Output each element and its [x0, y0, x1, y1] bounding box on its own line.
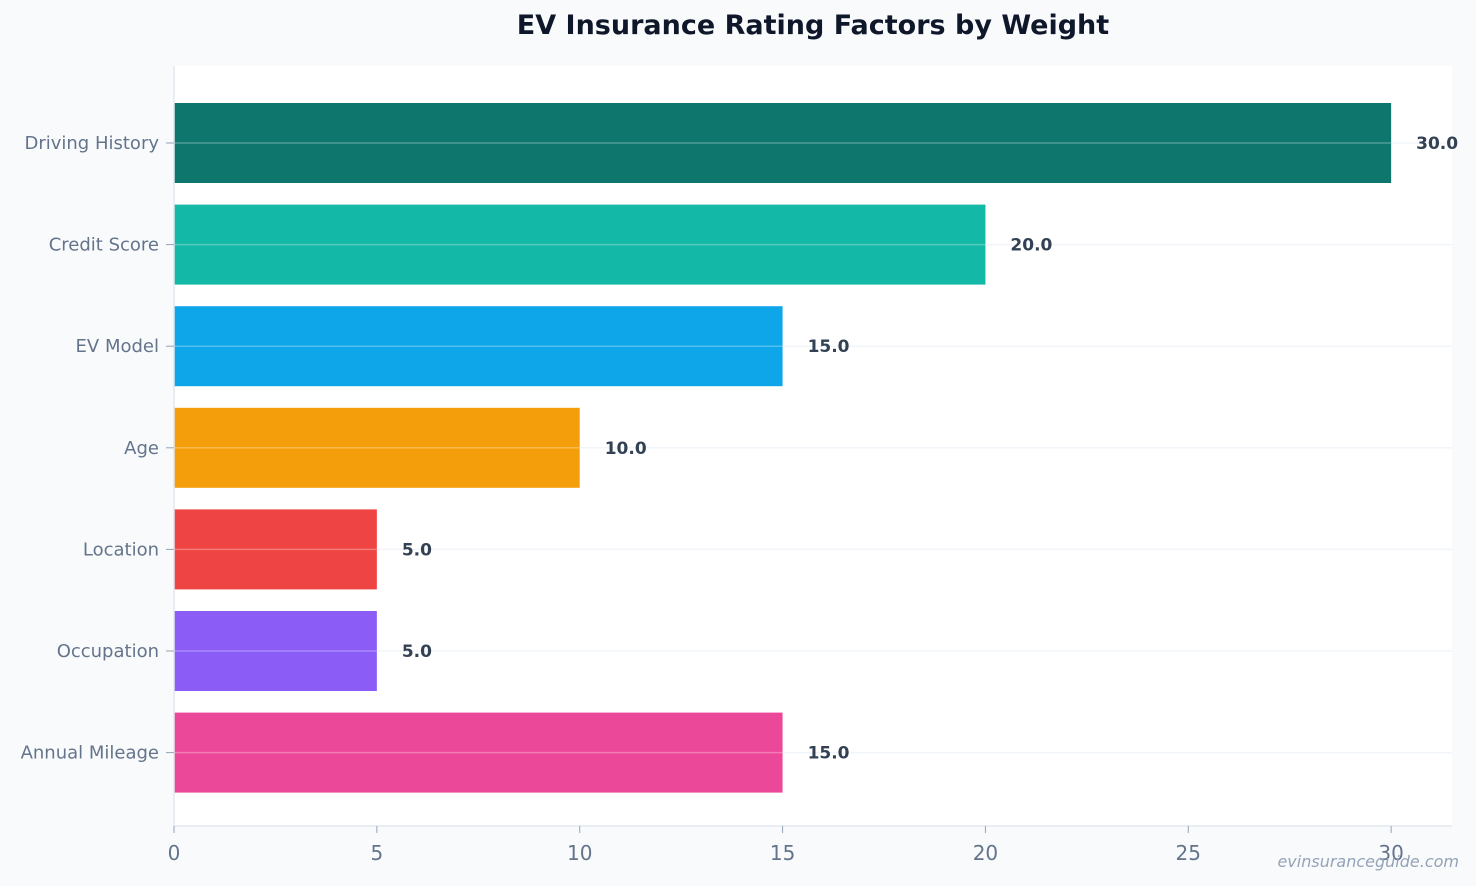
- bar: [174, 712, 783, 793]
- value-label: 15.0: [808, 744, 850, 764]
- value-label: 10.0: [605, 439, 647, 459]
- category-label: Credit Score: [49, 235, 159, 256]
- x-tick-label: 25: [1176, 841, 1201, 865]
- x-tick-label: 30: [1378, 841, 1403, 865]
- bar: [174, 103, 1392, 183]
- category-label: Age: [124, 438, 159, 459]
- value-labels: 30.0 20.0 15.0 10.0 5.0 5.0 15.0: [402, 134, 1458, 764]
- category-label: Driving History: [24, 133, 159, 154]
- value-label: 5.0: [402, 642, 432, 662]
- category-label: Annual Mileage: [21, 743, 159, 764]
- bar: [174, 306, 783, 387]
- x-tick-label: 20: [973, 841, 998, 865]
- chart-title: EV Insurance Rating Factors by Weight: [516, 10, 1110, 41]
- category-label: Occupation: [57, 641, 159, 662]
- bar: [174, 407, 580, 488]
- value-label: 5.0: [402, 540, 432, 560]
- axis-ticks: Driving History Credit Score EV Model Age Lo…: [21, 133, 1404, 865]
- x-tick-label: 15: [770, 841, 795, 865]
- x-tick-label: 5: [370, 841, 383, 865]
- bar-overlay-grid: [174, 142, 1392, 754]
- category-label: Location: [83, 539, 159, 560]
- x-tick-label: 0: [168, 841, 181, 865]
- value-label: 20.0: [1010, 236, 1052, 256]
- value-label: 15.0: [808, 337, 850, 357]
- category-label: EV Model: [76, 336, 159, 357]
- axes: [173, 66, 1452, 827]
- bar: [174, 611, 377, 691]
- bar: [174, 509, 377, 590]
- bars: [174, 103, 1392, 793]
- value-label: 30.0: [1416, 134, 1458, 154]
- x-tick-label: 10: [567, 841, 592, 865]
- watermark: evinsuranceguide.com: [1277, 852, 1459, 871]
- bar: [174, 204, 986, 285]
